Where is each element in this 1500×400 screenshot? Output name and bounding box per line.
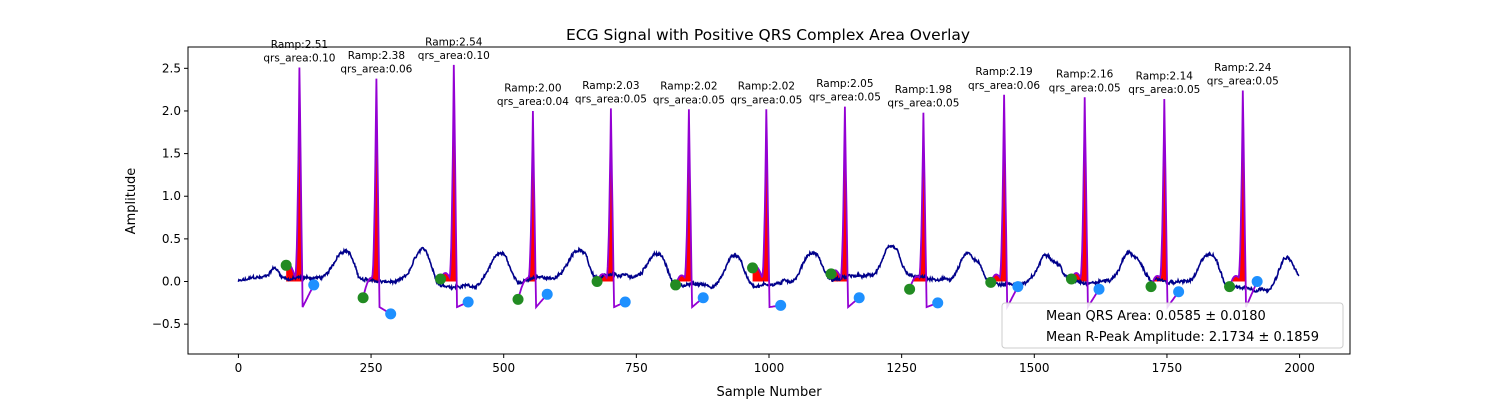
qrs-area-label: qrs_area:0.06	[968, 80, 1040, 92]
qrs-segment-line	[674, 109, 704, 309]
y-tick-label: 0.0	[162, 275, 181, 289]
qrs-onset-marker	[985, 276, 997, 288]
qrs-offset-marker	[1093, 283, 1105, 295]
x-tick-label: 500	[492, 361, 515, 375]
qrs-area-fill	[909, 112, 938, 282]
x-tick-label: 1000	[754, 361, 785, 375]
r-peak-amplitude-label: Ramp:2.03	[582, 80, 639, 92]
qrs-area-label: qrs_area:0.05	[887, 98, 959, 110]
qrs-area-fill	[518, 111, 548, 282]
r-peak-amplitude-label: Ramp:2.51	[271, 39, 328, 51]
legend-box	[1001, 302, 1344, 349]
y-tick-label: 1.0	[162, 189, 181, 203]
qrs-offset-marker	[775, 299, 787, 311]
qrs-offset-marker	[1251, 276, 1263, 288]
r-peak-amplitude-label: Ramp:2.19	[975, 66, 1032, 78]
qrs-onset-marker	[280, 259, 292, 271]
qrs-offset-marker	[462, 296, 474, 308]
qrs-area-label: qrs_area:0.10	[418, 50, 490, 62]
qrs-offset-marker	[853, 292, 865, 304]
y-axis-title: Amplitude	[124, 168, 139, 235]
qrs-area-label: qrs_area:0.10	[263, 52, 335, 64]
qrs-offset-marker	[541, 288, 553, 300]
qrs-area-label: qrs_area:0.05	[809, 92, 881, 104]
qrs-onset-marker	[904, 283, 916, 295]
x-tick-label: 250	[360, 361, 383, 375]
qrs-segment-line	[989, 94, 1019, 311]
r-peak-amplitude-label: Ramp:2.54	[425, 36, 483, 48]
r-peak-amplitude-label: Ramp:1.98	[895, 84, 952, 96]
qrs-area-fill	[990, 94, 1018, 282]
qrs-area-fill	[1071, 97, 1099, 282]
r-peak-amplitude-label: Ramp:2.16	[1056, 69, 1114, 81]
y-tick-label: −0.5	[152, 317, 181, 331]
qrs-area-label: qrs_area:0.06	[340, 64, 412, 76]
qrs-segment-line	[1228, 90, 1258, 308]
qrs-onset-marker	[435, 273, 447, 285]
r-peak-amplitude-label: Ramp:2.38	[348, 50, 405, 62]
qrs-offset-marker	[1173, 286, 1185, 298]
y-tick-label: 1.5	[162, 147, 181, 161]
qrs-area-fill	[831, 106, 860, 282]
qrs-segment-line	[1150, 98, 1180, 310]
x-tick-label: 1750	[1152, 361, 1183, 375]
qrs-onset-marker	[512, 293, 524, 305]
qrs-area-label: qrs_area:0.05	[1207, 76, 1279, 88]
r-peak-amplitude-label: Ramp:2.02	[738, 81, 795, 93]
x-tick-label: 1250	[886, 361, 917, 375]
qrs-offset-marker	[619, 296, 631, 308]
x-axis-ticks: 0 250 500 750 1000 1250 1500 1750 2000	[235, 354, 1315, 375]
qrs-onset-marker	[357, 292, 369, 304]
qrs-segment-line	[830, 106, 860, 309]
qrs-area-label: qrs_area:0.05	[1049, 82, 1121, 94]
r-peak-amplitude-label: Ramp:2.05	[816, 78, 873, 90]
qrs-offset-marker	[932, 297, 944, 309]
r-peak-amplitude-label: Ramp:2.24	[1214, 62, 1272, 74]
chart-title: ECG Signal with Positive QRS Complex Are…	[566, 26, 970, 44]
r-peak-amplitude-label: Ramp:2.02	[660, 81, 717, 93]
qrs-area-label: qrs_area:0.05	[1128, 84, 1200, 96]
qrs-onset-marker	[670, 279, 682, 291]
x-tick-label: 0	[235, 361, 243, 375]
r-peak-amplitude-label: Ramp:2.14	[1136, 70, 1194, 82]
qrs-area-label: qrs_area:0.05	[730, 94, 802, 106]
qrs-offset-marker	[697, 292, 709, 304]
x-tick-label: 750	[625, 361, 648, 375]
qrs-offset-marker	[308, 279, 320, 291]
y-tick-label: 2.5	[162, 61, 181, 75]
qrs-onset-marker	[1224, 281, 1236, 293]
qrs-area-fill	[597, 108, 626, 282]
qrs-area-label: qrs_area:0.05	[653, 94, 725, 106]
legend-entry-mean-r-peak-amplitude: Mean R-Peak Amplitude: 2.1734 ± 0.1859	[1046, 330, 1319, 345]
qrs-offset-marker	[1012, 281, 1024, 293]
y-tick-label: 0.5	[162, 232, 181, 246]
y-tick-label: 2.0	[162, 104, 181, 118]
qrs-area-fill	[1151, 99, 1179, 282]
qrs-segment-line	[517, 110, 548, 310]
qrs-onset-marker	[1065, 273, 1077, 285]
beat-markers	[280, 259, 1263, 320]
legend-entry-mean-qrs-area: Mean QRS Area: 0.0585 ± 0.0180	[1046, 309, 1266, 324]
x-axis-title: Sample Number	[716, 385, 822, 400]
qrs-area-label: qrs_area:0.04	[497, 96, 569, 108]
r-peak-amplitude-label: Ramp:2.00	[504, 82, 561, 94]
qrs-segment-line	[1070, 97, 1100, 311]
qrs-onset-marker	[591, 276, 603, 288]
x-tick-label: 1500	[1019, 361, 1050, 375]
qrs-onset-marker	[825, 268, 837, 280]
legend: Mean QRS Area: 0.0585 ± 0.0180 Mean R-Pe…	[1001, 302, 1344, 349]
qrs-offset-marker	[385, 308, 397, 320]
qrs-area-fill	[752, 109, 781, 282]
x-tick-label: 2000	[1284, 361, 1315, 375]
qrs-onset-marker	[1145, 281, 1157, 293]
qrs-area-label: qrs_area:0.05	[575, 93, 647, 105]
qrs-onset-marker	[747, 262, 759, 274]
y-axis-ticks: −0.5 0.0 0.5 1.0 1.5 2.0 2.5	[152, 61, 188, 331]
